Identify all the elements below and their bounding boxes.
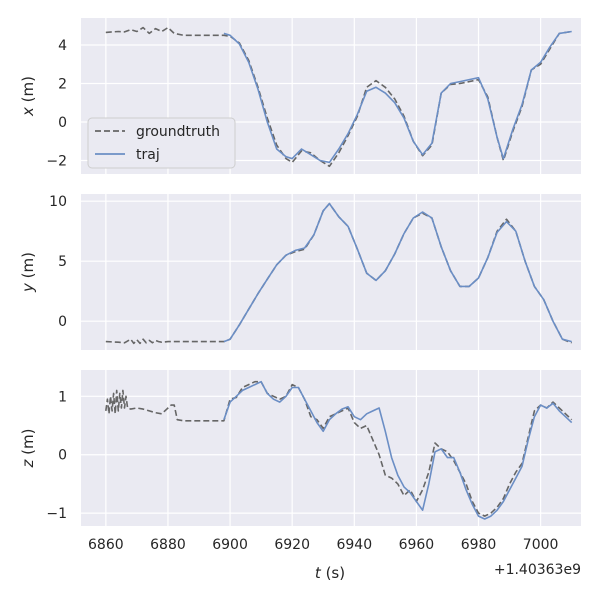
x-axis-label: t (s) — [315, 564, 345, 582]
x-tick-label: 6900 — [212, 537, 248, 553]
series-line-traj — [223, 380, 573, 520]
x-tick-label: 6920 — [274, 537, 310, 553]
x-tick-label: 7000 — [523, 537, 559, 553]
x-tick-label: 6880 — [150, 537, 186, 553]
y-tick-label: 5 — [58, 254, 67, 270]
legend: groundtruth traj — [87, 117, 236, 169]
y-tick-label: 2 — [58, 76, 67, 92]
x-tick-label: 6940 — [336, 537, 372, 553]
y-tick-label: −2 — [46, 154, 67, 170]
y-tick-label: 1 — [58, 389, 67, 405]
plot-background — [81, 194, 581, 350]
y-tick-label: −1 — [46, 506, 67, 522]
x-tick-label: 6960 — [399, 537, 435, 553]
series-line-groundtruth — [105, 26, 572, 168]
y-axis-label: z (m) — [19, 429, 37, 469]
y-tick-label: 10 — [49, 194, 67, 210]
y-axis-label: x (m) — [19, 76, 37, 117]
series-line-traj — [223, 30, 572, 164]
y-tick-label: 0 — [58, 448, 67, 464]
legend-label-traj: traj — [136, 147, 160, 163]
subplot-y: 10 5 0 y (m) — [19, 194, 581, 350]
y-axis-label: y (m) — [19, 252, 37, 293]
x-tick-label: 6980 — [461, 537, 497, 553]
plot-background — [81, 370, 581, 526]
y-tick-label: 0 — [58, 115, 67, 131]
series-line-traj — [223, 202, 572, 343]
x-axis-offset-label: +1.40363e9 — [494, 562, 581, 578]
y-tick-label: 4 — [58, 38, 67, 54]
series-line-groundtruth — [105, 380, 573, 517]
legend-label-groundtruth: groundtruth — [136, 124, 220, 140]
x-tick-label: 6860 — [88, 537, 124, 553]
subplot-z: 1 0 −1 z (m) — [19, 370, 581, 526]
y-tick-label: 0 — [58, 314, 67, 330]
